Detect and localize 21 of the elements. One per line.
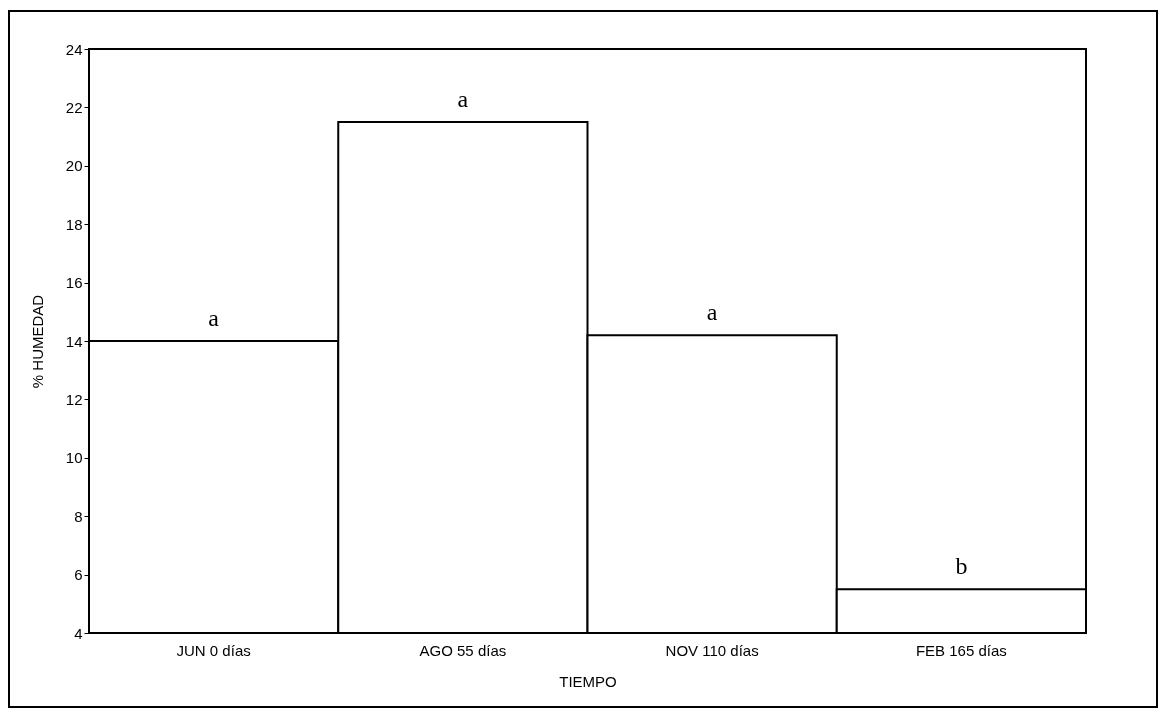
y-tick-label: 8: [74, 507, 83, 525]
y-tick-label: 18: [65, 215, 83, 233]
y-tick-label: 6: [74, 566, 83, 584]
y-tick-label: 24: [65, 40, 83, 58]
x-tick-label: JUN 0 días: [176, 641, 251, 659]
x-tick-label: FEB 165 días: [915, 641, 1007, 659]
x-axis-title: TIEMPO: [559, 672, 617, 690]
y-tick-label: 16: [65, 274, 83, 292]
annotation: a: [208, 305, 220, 331]
y-axis-title: % HUMEDAD: [28, 294, 46, 389]
y-tick-label: 14: [65, 332, 83, 350]
x-tick-label: AGO 55 días: [419, 641, 507, 659]
x-tick-label: NOV 110 días: [665, 641, 759, 659]
y-tick-label: 20: [65, 157, 83, 175]
y-tick-label: 22: [65, 98, 83, 116]
y-tick-label: 4: [74, 624, 83, 642]
y-tick-label: 10: [65, 449, 83, 467]
annotation: a: [457, 86, 469, 112]
annotation: b: [955, 553, 968, 580]
y-tick-label: 12: [65, 390, 83, 408]
annotation: a: [706, 299, 718, 326]
